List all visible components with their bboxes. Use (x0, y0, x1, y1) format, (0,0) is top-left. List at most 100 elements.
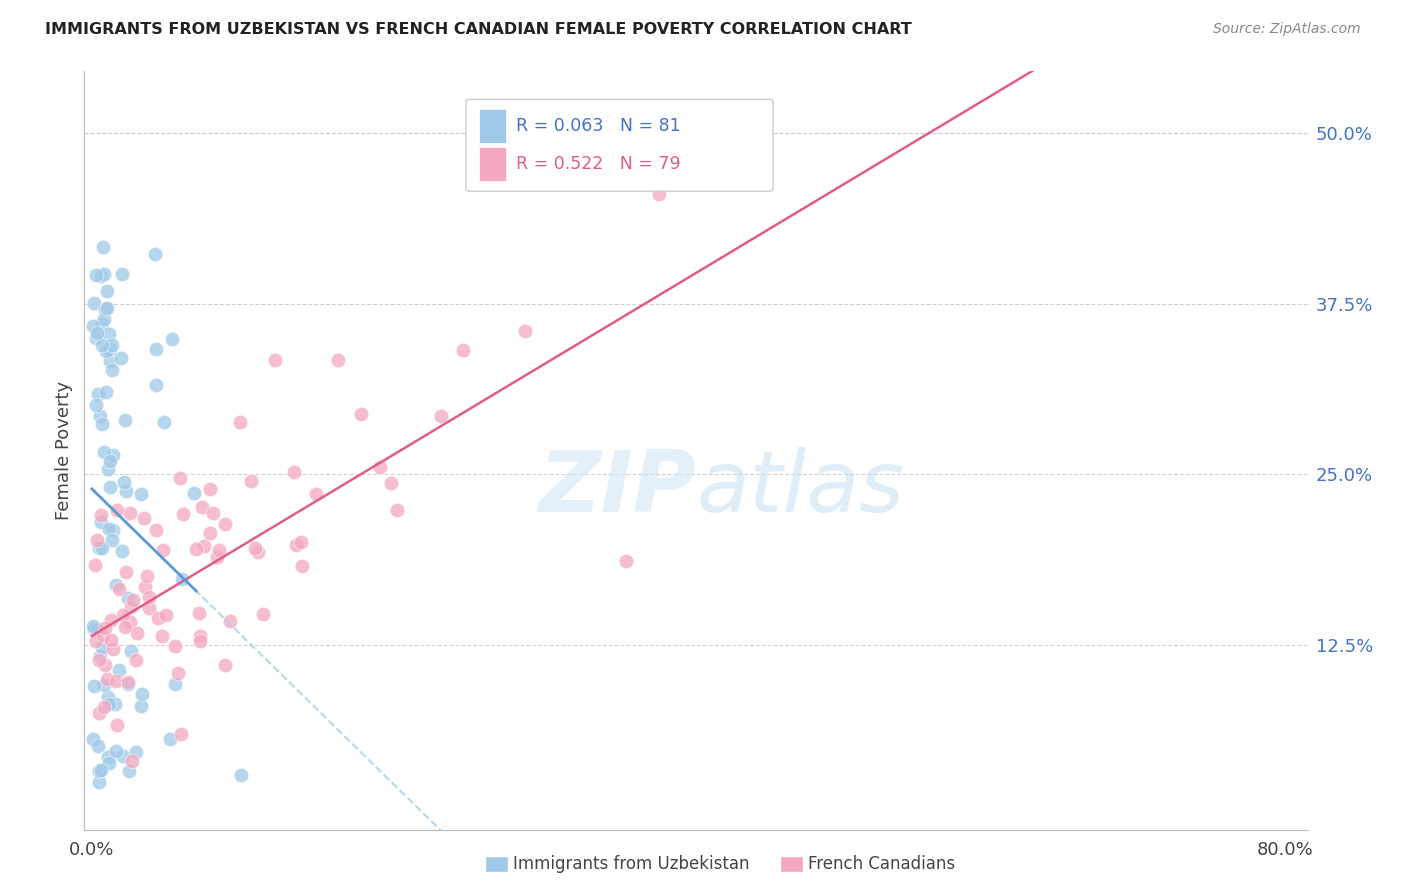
Point (100, 613, 122, 627)
Point (114, 413, 136, 427)
Point (129, 487, 152, 501)
Point (93, 267, 115, 281)
Point (91, 240, 114, 254)
Point (121, 593, 143, 607)
Point (214, 517, 236, 532)
Point (105, 577, 128, 591)
Point (94, 343, 117, 358)
Point (90, 763, 112, 777)
Point (104, 744, 127, 758)
Point (198, 482, 221, 496)
Point (83, 679, 105, 693)
Point (120, 599, 142, 614)
Point (111, 268, 134, 282)
Point (131, 687, 153, 701)
Point (264, 352, 287, 367)
Point (193, 539, 215, 553)
Point (93, 678, 115, 692)
Point (191, 500, 214, 515)
Point (93, 301, 115, 316)
Point (105, 718, 128, 732)
Point (87, 739, 110, 754)
Point (368, 459, 391, 474)
Point (283, 465, 305, 479)
Point (93, 312, 115, 326)
Point (98, 453, 121, 467)
Point (132, 511, 155, 525)
Point (87, 386, 110, 401)
Point (110, 543, 132, 558)
Point (83, 296, 105, 310)
Point (100, 353, 122, 368)
Point (96, 385, 118, 400)
Point (118, 764, 141, 778)
Point (98, 756, 121, 770)
Point (117, 591, 139, 605)
Point (188, 634, 211, 648)
Point (90, 541, 112, 555)
Text: Source: ZipAtlas.com: Source: ZipAtlas.com (1213, 22, 1361, 37)
Point (91, 628, 114, 642)
Point (145, 524, 167, 538)
Point (86, 326, 108, 341)
Point (146, 611, 169, 625)
Point (513, 324, 536, 338)
Point (82, 732, 104, 747)
Point (97, 750, 120, 764)
Text: R = 0.063   N = 81: R = 0.063 N = 81 (516, 117, 681, 135)
Point (162, 332, 184, 346)
Point (114, 565, 136, 579)
Point (229, 415, 252, 429)
Point (91, 417, 114, 432)
Point (429, 409, 451, 423)
Text: atlas: atlas (696, 447, 904, 530)
Point (84, 633, 107, 648)
Point (96, 301, 118, 316)
Point (138, 601, 160, 615)
Point (124, 745, 146, 759)
Point (104, 698, 127, 712)
Point (170, 727, 193, 741)
Point (614, 554, 637, 568)
Point (121, 754, 143, 768)
Point (98, 326, 121, 341)
Point (152, 543, 174, 558)
Point (114, 620, 136, 634)
Point (112, 475, 135, 489)
Point (110, 351, 132, 365)
Point (97, 690, 120, 704)
Point (118, 615, 141, 629)
Point (89, 706, 111, 721)
Text: French Canadians: French Canadians (808, 855, 956, 873)
Point (91, 317, 114, 331)
Point (96, 672, 118, 686)
Point (159, 731, 181, 746)
Point (451, 343, 474, 358)
Point (89, 774, 111, 789)
Point (247, 544, 270, 558)
Text: Immigrants from Uzbekistan: Immigrants from Uzbekistan (513, 855, 749, 873)
Point (291, 559, 314, 574)
Point (290, 534, 312, 549)
Point (166, 665, 188, 680)
Point (89, 409, 111, 423)
Point (205, 549, 228, 564)
Point (200, 526, 222, 541)
Point (89, 653, 111, 667)
Point (100, 363, 122, 377)
Point (120, 507, 142, 521)
Point (96, 284, 118, 298)
Point (129, 698, 152, 713)
Point (101, 449, 124, 463)
Point (120, 644, 142, 658)
Point (163, 640, 186, 654)
Point (82, 619, 104, 633)
Point (284, 539, 307, 553)
Point (145, 378, 167, 392)
Point (252, 607, 274, 622)
Point (82, 318, 104, 333)
Point (101, 523, 124, 537)
Point (647, 187, 669, 202)
Point (90, 515, 112, 529)
Point (134, 581, 156, 595)
